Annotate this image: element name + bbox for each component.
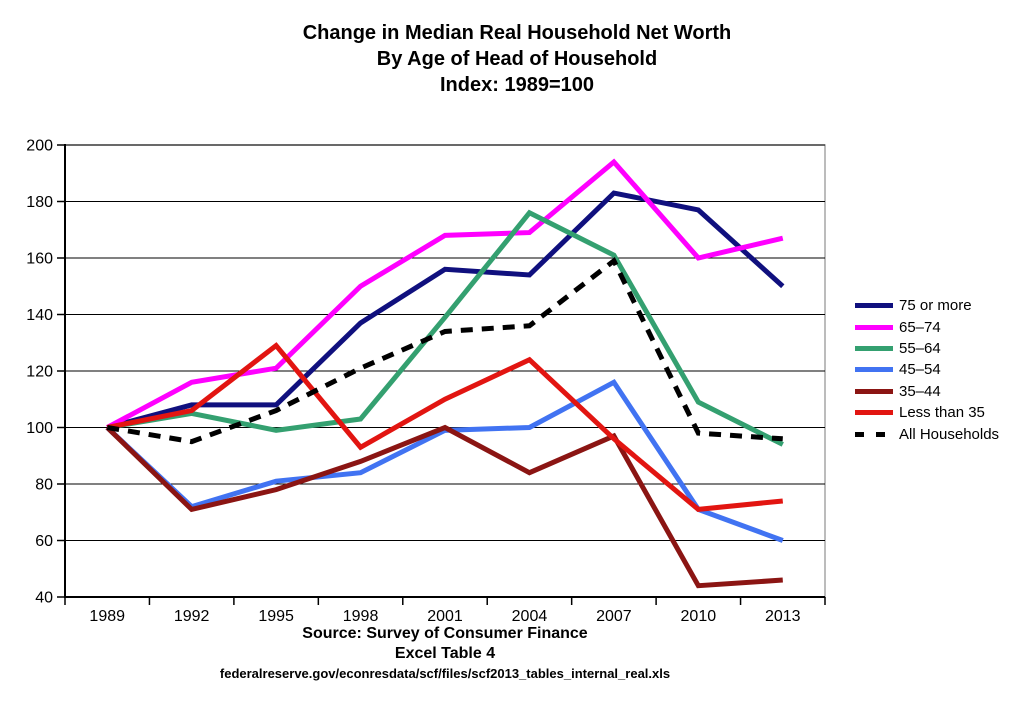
series-line-75-or-more [106,190,785,430]
legend-item-35-44: 35–44 [855,381,999,402]
chart-title-line1: Change in Median Real Household Net Wort… [302,22,732,44]
legend-swatch-less-than-35 [855,410,893,416]
y-tick-label: 40 [35,590,53,607]
y-tick-label: 60 [35,533,53,550]
legend: 75 or more 65–74 55–64 45–54 35–44 Less than … [855,295,999,445]
series-line-less-than-35 [106,342,784,513]
x-tick-label: 2004 [512,608,548,625]
y-tick-label: 160 [26,251,53,268]
y-tick-label: 120 [26,364,53,381]
x-tick-label: 1998 [343,608,379,625]
x-tick-label: 2001 [427,608,463,625]
y-tick-label: 80 [35,477,53,494]
legend-swatch-65-74 [855,324,893,330]
legend-swatch-35-44 [855,388,893,394]
url-line: federalreserve.gov/econresdata/scf/files… [219,666,671,681]
legend-item-55-64: 55–64 [855,338,999,359]
y-tick-label: 200 [26,138,53,155]
series-line-65-74 [106,158,784,430]
legend-label-35-44: 35–44 [899,382,941,400]
x-tick-label: 1995 [258,608,294,625]
legend-label-55-64: 55–64 [899,339,941,357]
legend-item-less-than-35: Less than 35 [855,402,999,423]
chart-title-line2: By Age of Head of Household [376,48,658,70]
legend-label-65-74: 65–74 [899,318,941,336]
y-tick-label: 100 [26,420,53,437]
series-line-all-households [106,256,783,445]
legend-item-all-households: All Households [855,423,999,444]
source-line: Source: Survey of Consumer Finance [302,625,588,642]
x-tick-label: 2007 [596,608,632,625]
x-tick-label: 1992 [174,608,210,625]
legend-label-45-54: 45–54 [899,361,941,379]
legend-swatch-all-households [855,431,893,437]
legend-item-65-74: 65–74 [855,316,999,337]
legend-swatch-45-54 [855,367,893,373]
chart-footer: Source: Survey of Consumer Finance Excel… [65,625,825,681]
chart-title-line3: Index: 1989=100 [440,74,594,96]
legend-item-45-54: 45–54 [855,359,999,380]
series-line-35-44 [105,424,783,589]
x-tick-label: 1989 [89,608,125,625]
legend-swatch-55-64 [855,345,893,351]
y-tick-label: 140 [26,307,53,324]
x-tick-label: 2013 [765,608,801,625]
legend-label-75-or-more: 75 or more [899,297,972,315]
legend-label-less-than-35: Less than 35 [899,404,985,422]
legend-swatch-75-or-more [855,303,893,309]
table-line: Excel Table 4 [394,645,496,662]
chart-title: Change in Median Real Household Net Wort… [0,20,1034,98]
y-tick-label: 180 [26,194,53,211]
series-line-55-64 [106,209,784,447]
x-tick-label: 2010 [681,608,717,625]
legend-item-75-or-more: 75 or more [855,295,999,316]
legend-label-all-households: All Households [899,425,1000,443]
